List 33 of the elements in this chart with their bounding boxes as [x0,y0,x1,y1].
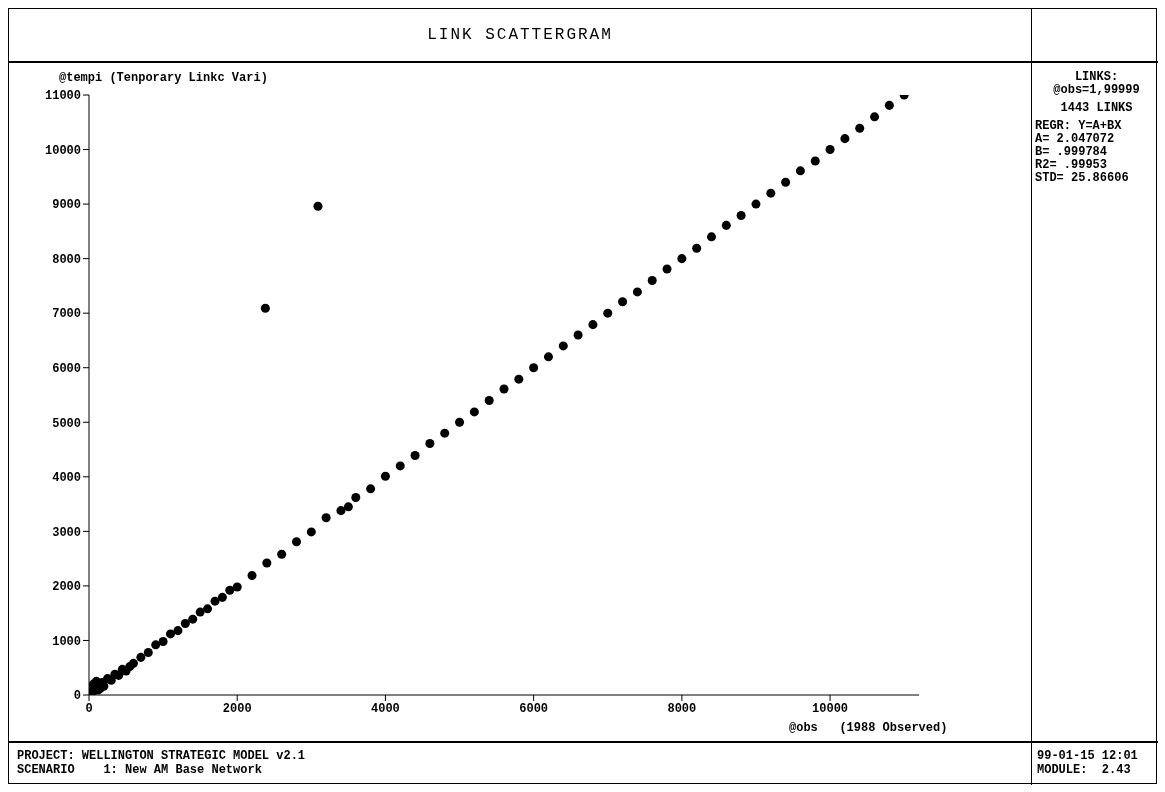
text: 99-01-15 12:01 [1037,749,1138,763]
x-axis-title: @obs (1988 Observed) [789,721,948,735]
chart-title: LINK SCATTERGRAM [9,9,1032,63]
y-tick-label: 11000 [44,89,81,104]
x-tick-label: 10000 [812,701,849,716]
y-axis-title: @tempi (Tenporary Linkc Vari) [59,71,268,85]
x-tick-label: 4000 [371,701,400,716]
y-tick-label: 2000 [52,580,81,595]
text: STD= 25.86606 [1034,171,1130,185]
x-tick-label: 2000 [222,701,252,716]
x-tick-label: 8000 [667,701,697,716]
x-tick-label: 6000 [519,701,549,716]
x-tick-label: 0 [85,701,93,716]
text: REGR: Y=A+BX [1034,119,1123,133]
y-tick-label: 0 [73,689,81,704]
text: LINKS: [1073,70,1120,84]
y-tick-label: 8000 [52,252,81,267]
text: 1443 LINKS [1059,101,1134,115]
y-tick-label: 6000 [52,361,81,376]
y-tick-label: 1000 [52,634,81,649]
y-tick-label: 4000 [52,471,81,486]
y-tick-label: 9000 [52,198,81,213]
text: SCENARIO 1: New AM Base Network [17,763,263,777]
y-tick-label: 10000 [44,143,81,158]
y-tick-label: 5000 [52,416,81,431]
y-tick-label: 7000 [52,307,81,322]
text: B= .999784 [1034,145,1108,159]
text: A= 2.047072 [1034,132,1116,146]
y-tick-label: 3000 [52,525,81,540]
text: @obs=1,99999 [1052,83,1141,97]
text: R2= .99953 [1034,158,1108,172]
text: PROJECT: WELLINGTON STRATEGIC MODEL v2.1 [17,749,306,763]
text: MODULE: 2.43 [1037,763,1132,777]
